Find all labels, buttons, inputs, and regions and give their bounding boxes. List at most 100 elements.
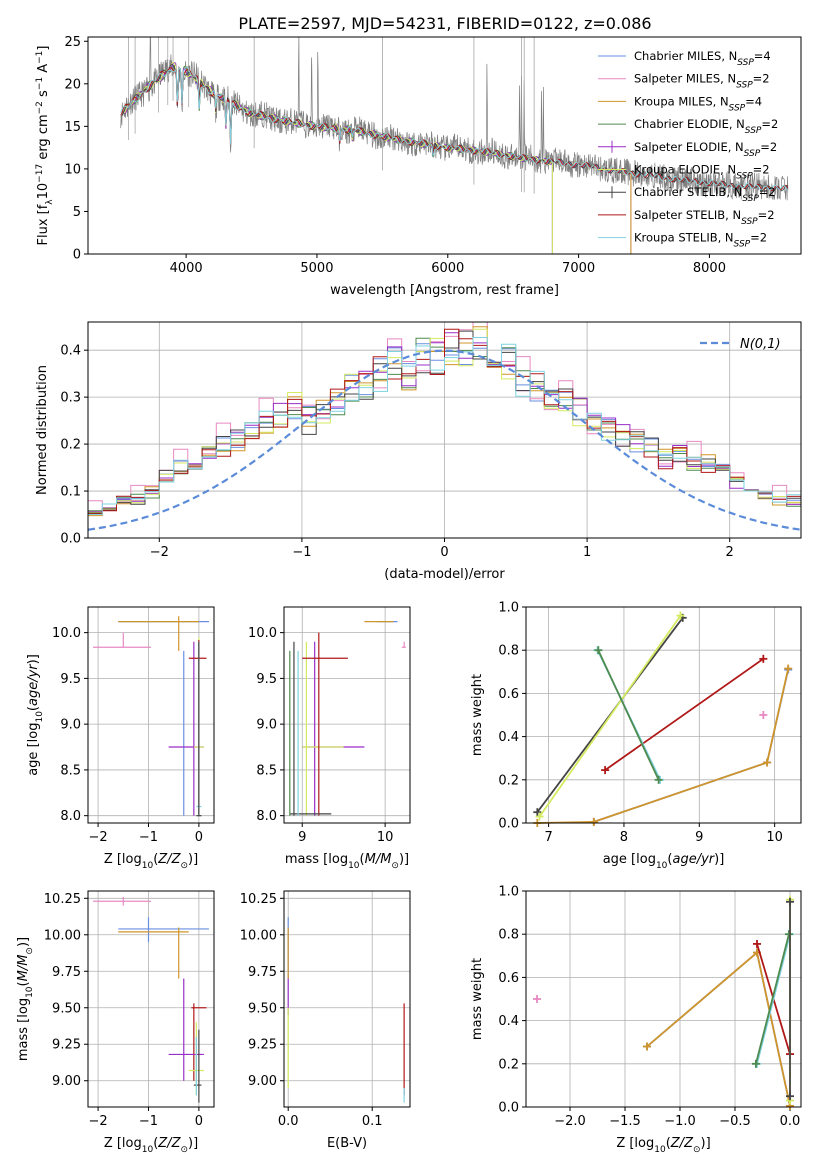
x-tick-label: 7000: [562, 261, 595, 276]
x-tick-label: 4000: [170, 261, 203, 276]
weight-vs-metallicity-panel: −2.0 −1.5 −1.0 −0.5 0.0 0.0 0.2 0.4 0.6 0.8 1.0 Z […: [470, 885, 802, 1155]
mass-vs-metallicity-panel: −2 −1 0 9.00 9.25 9.50 9.75 10.00 10.25 Z [log10(…: [16, 890, 215, 1155]
y-tick-label: 0.3: [60, 391, 81, 406]
mass-vs-ebv-panel: 0.0 0.1 9.00 9.25 9.50 9.75 10.00 10.25 E(B-V): [240, 890, 411, 1151]
axes-frame: [87, 321, 802, 539]
legend-entry: Salpeter STELIB, NSSP=2: [634, 208, 775, 227]
weight-line: [593, 669, 790, 823]
y-tick-label: 0: [73, 248, 81, 263]
x-axis-label: Z [log10(Z/Z⊙)]: [104, 1136, 198, 1155]
y-tick-label: 9.00: [248, 1074, 277, 1089]
x-axis-label: wavelength [Angstrom, rest frame]: [330, 283, 559, 298]
figure-title: PLATE=2597, MJD=54231, FIBERID=0122, z=0…: [238, 14, 651, 33]
normal-curve: [88, 349, 801, 531]
x-tick-label: −2: [88, 830, 107, 845]
y-axis-label: Flux [fλ10−17 erg cm−2 s−1 A−1]: [35, 46, 55, 246]
y-axis-label-group: Flux [fλ10−17 erg cm−2 s−1 A−1]: [35, 46, 55, 246]
y-tick-label: 9.0: [256, 718, 277, 733]
x-tick-label: 0: [195, 830, 203, 845]
x-tick-label: 2: [726, 545, 734, 560]
y-tick-label: 0.8: [498, 644, 519, 659]
x-tick-label: 0: [195, 1114, 203, 1129]
x-tick-label: 8000: [693, 261, 726, 276]
weight-line: [646, 950, 791, 1107]
x-tick-label: 6000: [431, 261, 464, 276]
y-tick-label: 0.2: [60, 438, 81, 453]
spectrum-data-line: [120, 37, 789, 201]
axes-frame: [283, 606, 411, 824]
legend-entry: Salpeter ELODIE, NSSP=2: [634, 140, 777, 159]
x-tick-label: 9: [298, 830, 306, 845]
x-tick-label: −1: [139, 830, 158, 845]
x-axis-label: Z [log10(Z/Z⊙)]: [104, 852, 198, 871]
x-axis-label: (data-model)/error: [384, 567, 505, 582]
axes-frame: [87, 890, 215, 1108]
x-tick-label: −1: [292, 545, 311, 560]
legend-entry: Kroupa MILES, NSSP=4: [634, 94, 762, 113]
x-tick-label: 8: [620, 830, 628, 845]
y-tick-label: 8.5: [60, 763, 81, 778]
y-tick-label: 8.0: [256, 809, 277, 824]
spectrum-panel: 4000 5000 6000 7000 8000 0 5 10 15 20 25 wavelength…: [35, 35, 802, 298]
axes-frame: [283, 890, 411, 1108]
y-tick-label: 10.00: [44, 928, 81, 943]
weight-line: [597, 649, 660, 781]
y-tick-label: 5: [73, 205, 81, 220]
y-axis-label-group: age [log10(age/yr)]: [26, 654, 45, 776]
y-tick-label: 1.0: [498, 885, 519, 900]
x-tick-label: −0.5: [719, 1114, 751, 1129]
histogram-step-line: [88, 322, 801, 509]
legend-entry: Kroupa STELIB, NSSP=2: [634, 231, 767, 250]
x-tick-label: −1.5: [609, 1114, 641, 1129]
weight-line: [538, 615, 682, 818]
weight-line: [756, 933, 791, 1065]
x-tick-label: 0: [440, 545, 448, 560]
y-tick-label: 10.0: [248, 626, 277, 641]
y-tick-label: 0.1: [60, 485, 81, 500]
y-axis-label: Normed distribution: [35, 365, 50, 495]
x-axis-label: age [log10(age/yr)]: [603, 852, 725, 871]
age-vs-metallicity-panel: −2 −1 0 8.0 8.5 9.0 9.5 10.0 Z [log10(Z/Z⊙)] age …: [26, 606, 215, 871]
axes-frame: [87, 606, 215, 824]
y-tick-label: 8.5: [256, 763, 277, 778]
y-tick-label: 0.0: [60, 532, 81, 547]
x-tick-label: 0.1: [362, 1114, 383, 1129]
y-tick-label: 10.0: [52, 626, 81, 641]
model-line: [124, 61, 553, 166]
histogram-step-line: [88, 337, 801, 515]
y-tick-label: 10: [64, 162, 81, 177]
y-tick-label: 1.0: [498, 601, 519, 616]
axes-frame: [87, 36, 802, 255]
y-tick-label: 20: [64, 77, 81, 92]
legend-entry: Chabrier STELIB, NSSP=2: [634, 185, 776, 204]
legend-entry: Kroupa ELODIE, NSSP=2: [634, 163, 770, 182]
y-tick-label: 10.25: [240, 892, 277, 907]
y-tick-label: 9.5: [60, 672, 81, 687]
legend-entry: Salpeter MILES, NSSP=2: [634, 72, 770, 91]
y-axis-label: mass weight: [470, 674, 485, 756]
x-tick-label: 10: [377, 830, 394, 845]
model-line: [120, 66, 789, 191]
legend-entry: Chabrier ELODIE, NSSP=2: [634, 117, 778, 136]
y-tick-label: 0.6: [498, 971, 519, 986]
y-tick-label: 9.0: [60, 718, 81, 733]
residuals-panel: −2 −1 0 1 2 0.0 0.1 0.2 0.3 0.4 N(0,1) (data-model)…: [35, 321, 802, 582]
y-tick-label: 9.50: [52, 1001, 81, 1016]
axes-frame: [525, 606, 802, 824]
axes-frame: [525, 890, 802, 1108]
y-tick-label: 0.6: [498, 687, 519, 702]
legend-entry: N(0,1): [740, 337, 781, 352]
weight-line: [755, 933, 790, 1065]
y-tick-label: 0.4: [60, 344, 81, 359]
x-tick-label: 7: [544, 830, 552, 845]
histogram-step-line: [88, 332, 801, 512]
x-tick-label: 10: [766, 830, 783, 845]
y-tick-label: 9.00: [52, 1074, 81, 1089]
y-axis-label: age [log10(age/yr)]: [26, 654, 45, 776]
y-tick-label: 0.4: [498, 730, 519, 745]
x-tick-label: −1.0: [664, 1114, 696, 1129]
histogram-step-line: [88, 343, 801, 515]
weight-vs-age-panel: 7 8 9 10 0.0 0.2 0.4 0.6 0.8 1.0 age [log10(age/yr…: [470, 601, 802, 871]
y-tick-label: 8.0: [60, 809, 81, 824]
